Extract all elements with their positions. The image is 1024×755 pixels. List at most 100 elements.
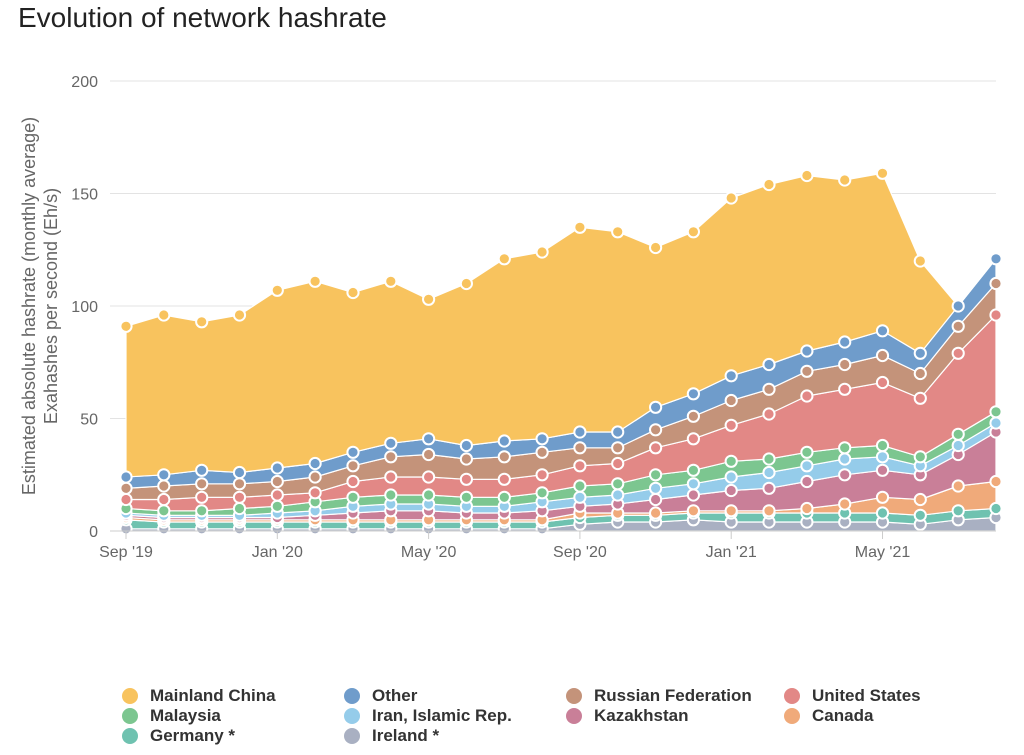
data-point[interactable] [838, 468, 852, 482]
data-point[interactable] [951, 427, 965, 441]
data-point[interactable] [270, 461, 284, 475]
data-point[interactable] [157, 308, 171, 322]
data-point[interactable] [308, 274, 322, 288]
data-point[interactable] [951, 346, 965, 360]
data-point[interactable] [308, 456, 322, 471]
data-point[interactable] [573, 459, 587, 473]
data-point[interactable] [686, 409, 701, 423]
data-point[interactable] [989, 276, 1003, 291]
data-point[interactable] [875, 490, 890, 504]
data-point[interactable] [686, 504, 701, 518]
data-point[interactable] [913, 450, 927, 464]
data-point[interactable] [724, 191, 738, 205]
data-point[interactable] [951, 479, 965, 493]
data-point[interactable] [422, 447, 436, 462]
data-point[interactable] [157, 504, 171, 518]
data-point[interactable] [686, 432, 701, 446]
data-point[interactable] [951, 504, 965, 518]
data-point[interactable] [459, 452, 473, 466]
data-point[interactable] [195, 490, 209, 504]
data-point[interactable] [762, 382, 776, 396]
data-point[interactable] [800, 364, 814, 378]
data-point[interactable] [346, 445, 360, 459]
data-point[interactable] [800, 445, 814, 459]
data-point[interactable] [611, 225, 625, 239]
legend-item[interactable]: Germany * [122, 726, 235, 746]
data-point[interactable] [497, 450, 511, 464]
data-point[interactable] [232, 501, 247, 516]
data-point[interactable] [535, 445, 549, 459]
data-point[interactable] [686, 463, 701, 477]
data-point[interactable] [649, 441, 663, 455]
data-point[interactable] [838, 497, 852, 511]
data-point[interactable] [989, 308, 1003, 322]
data-point[interactable] [875, 375, 890, 390]
data-point[interactable] [308, 486, 322, 500]
data-point[interactable] [800, 474, 814, 489]
data-point[interactable] [989, 501, 1003, 516]
data-point[interactable] [384, 436, 398, 450]
data-point[interactable] [686, 387, 701, 401]
data-point[interactable] [686, 225, 701, 239]
data-point[interactable] [535, 245, 549, 259]
data-point[interactable] [951, 299, 965, 313]
data-point[interactable] [762, 504, 776, 518]
data-point[interactable] [459, 438, 473, 453]
legend-item[interactable]: Other [344, 686, 417, 706]
data-point[interactable] [422, 432, 436, 446]
data-point[interactable] [346, 285, 360, 300]
legend-item[interactable]: Canada [784, 706, 873, 726]
data-point[interactable] [649, 492, 663, 507]
data-point[interactable] [157, 492, 171, 507]
legend-item[interactable]: Kazakhstan [566, 706, 688, 726]
data-point[interactable] [875, 463, 890, 477]
legend-item[interactable]: United States [784, 686, 921, 706]
data-point[interactable] [422, 470, 436, 484]
data-point[interactable] [913, 254, 927, 268]
data-point[interactable] [838, 441, 852, 455]
data-point[interactable] [724, 504, 738, 518]
data-point[interactable] [762, 465, 776, 480]
data-point[interactable] [724, 418, 738, 432]
data-point[interactable] [686, 488, 701, 502]
data-point[interactable] [724, 483, 738, 498]
data-point[interactable] [535, 486, 549, 500]
legend-item[interactable]: Malaysia [122, 706, 221, 726]
data-point[interactable] [346, 474, 360, 489]
data-point[interactable] [989, 416, 1003, 430]
data-point[interactable] [800, 389, 814, 403]
data-point[interactable] [232, 465, 247, 480]
data-point[interactable] [875, 438, 890, 453]
data-point[interactable] [195, 477, 209, 491]
data-point[interactable] [346, 459, 360, 473]
data-point[interactable] [497, 252, 511, 266]
legend-item[interactable]: Russian Federation [566, 686, 752, 706]
data-point[interactable] [686, 477, 701, 491]
data-point[interactable] [195, 504, 209, 518]
data-point[interactable] [724, 454, 738, 468]
data-point[interactable] [195, 315, 209, 329]
data-point[interactable] [459, 490, 473, 504]
data-point[interactable] [119, 492, 133, 507]
data-point[interactable] [119, 470, 133, 484]
data-point[interactable] [611, 488, 625, 502]
data-point[interactable] [459, 276, 473, 291]
data-point[interactable] [497, 434, 511, 448]
data-point[interactable] [838, 382, 852, 396]
data-point[interactable] [232, 308, 247, 322]
data-point[interactable] [346, 490, 360, 504]
data-point[interactable] [611, 477, 625, 491]
data-point[interactable] [573, 479, 587, 493]
data-point[interactable] [422, 488, 436, 502]
data-point[interactable] [951, 438, 965, 453]
data-point[interactable] [913, 492, 927, 507]
data-point[interactable] [762, 481, 776, 495]
data-point[interactable] [497, 490, 511, 504]
data-point[interactable] [157, 479, 171, 493]
data-point[interactable] [459, 472, 473, 486]
data-point[interactable] [989, 405, 1003, 419]
data-point[interactable] [649, 481, 663, 495]
data-point[interactable] [800, 459, 814, 473]
data-point[interactable] [762, 452, 776, 466]
data-point[interactable] [913, 346, 927, 360]
